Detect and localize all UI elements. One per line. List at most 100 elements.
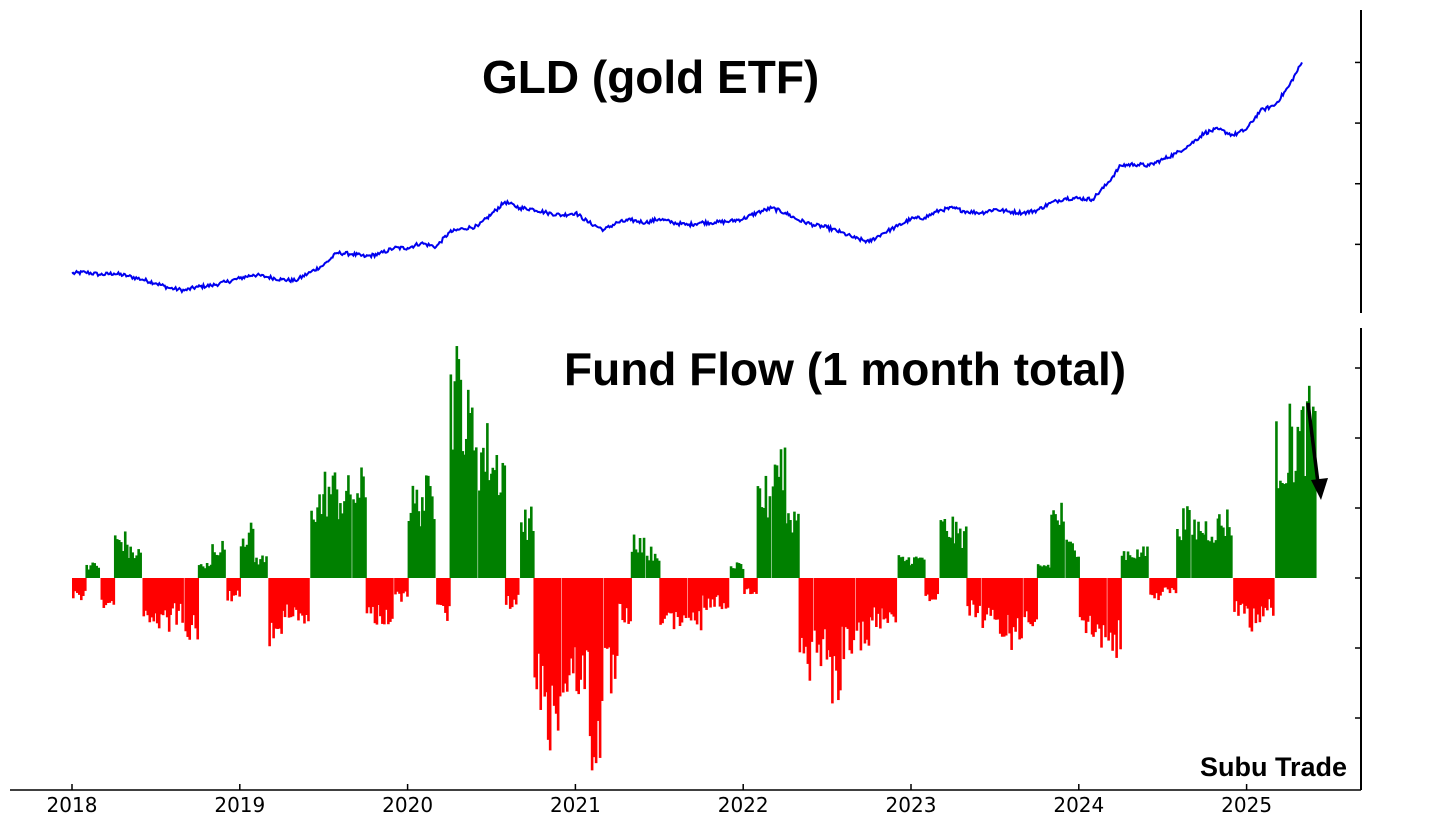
flow-bar-segment (800, 578, 804, 638)
flow-bar-segment (119, 542, 123, 578)
flow-bar-segment (436, 578, 439, 605)
flow-bar-segment (173, 578, 176, 604)
flow-bar-segment (278, 578, 281, 629)
flow-bar-segment (607, 578, 611, 648)
flow-bar (1288, 403, 1304, 578)
flow-bar-segment (207, 566, 211, 578)
flow-bar (337, 475, 352, 578)
flow-bar (714, 578, 730, 610)
flow-bar-segment (201, 566, 205, 578)
flow-bar-segment (918, 557, 922, 578)
flow-bar-segment (974, 578, 977, 618)
flow-bar (645, 546, 661, 578)
flow-bar-segment (1264, 578, 1267, 608)
flow-bar-segment (1157, 578, 1160, 601)
flow-bar-segment (911, 563, 914, 578)
flow-bar-segment (1164, 578, 1168, 588)
flow-bar (72, 578, 87, 601)
flow-bar-segment (869, 578, 872, 618)
flow-bar-segment (1048, 567, 1052, 578)
flow-bar-segment (625, 578, 628, 609)
flow-bar-segment (718, 578, 722, 607)
watermark: Subu Trade (1200, 752, 1348, 782)
flow-bar (743, 578, 758, 595)
flow-bar-segment (873, 578, 876, 608)
flow-bar (1191, 519, 1206, 578)
flow-bar-segment (1178, 536, 1181, 578)
flow-bar-segment (839, 578, 842, 691)
flow-bar-segment (365, 578, 369, 614)
flow-bar-segment (983, 578, 987, 621)
flow-bar-segment (457, 359, 461, 578)
flow-bar-segment (1151, 578, 1154, 596)
flow-bar-segment (579, 578, 582, 680)
flow-bar-segment (609, 578, 613, 694)
flow-bar-segment (958, 528, 962, 578)
flow-bar-segment (884, 578, 888, 619)
flow-bar-segment (695, 578, 699, 625)
flow-bar-segment (327, 486, 331, 578)
flow-bar-segment (640, 552, 644, 578)
flow-bar-segment (960, 547, 964, 578)
flow-bar-segment (768, 496, 772, 578)
flow-bar-segment (1113, 578, 1116, 635)
flow-bar-segment (1126, 551, 1130, 578)
flow-bar-segment (400, 578, 403, 602)
flow-bar-segment (1140, 552, 1143, 578)
flow-bar-segment (491, 467, 495, 578)
flow-bar-segment (1078, 578, 1082, 618)
flow-bar-segment (825, 578, 829, 660)
flow-bar-segment (1228, 527, 1231, 578)
flow-bar (1120, 551, 1136, 578)
flow-bar-segment (1122, 551, 1126, 578)
flow-bar-segment (808, 578, 812, 681)
flow-bar-segment (110, 578, 114, 602)
flow-bar-segment (785, 523, 788, 578)
flow-bar-segment (1214, 540, 1218, 578)
x-axis-ticks: 2018 2019 2020 2021 2022 2023 2024 2025 (47, 784, 1272, 817)
flow-bar (575, 578, 590, 695)
flow-bar-segment (550, 578, 554, 686)
flow-bar-segment (455, 346, 459, 578)
flow-bar-segment (1254, 578, 1258, 624)
flow-bar-segment (949, 537, 953, 578)
flow-bar-segment (669, 578, 672, 614)
flow-bar-segment (810, 578, 814, 642)
flow-bar-segment (506, 578, 510, 596)
flow-bar-segment (583, 578, 586, 690)
flow-bar-segment (1241, 578, 1244, 604)
flow-bar-segment (1206, 540, 1210, 578)
flow-bar-segment (1248, 578, 1252, 628)
flow-bar-segment (621, 578, 624, 621)
flow-bar-segment (411, 485, 415, 578)
flow-bar-segment (603, 578, 607, 648)
flow-bar (966, 578, 981, 618)
flow-bar-segment (1208, 541, 1212, 578)
flow-bar-segment (289, 578, 293, 618)
x-tick-label: 2019 (214, 793, 265, 817)
flow-bar-segment (205, 563, 209, 578)
flow-bar-segment (1080, 578, 1084, 621)
flow-bar-segment (1220, 525, 1223, 578)
flow-bar-segment (1155, 578, 1158, 594)
flow-bar-segment (956, 533, 960, 578)
flow-bar-segment (697, 578, 701, 612)
flow-bar-segment (575, 578, 578, 692)
flow-bar-segment (1084, 578, 1088, 634)
flow-bar-segment (920, 557, 924, 578)
flow-bar-segment (756, 486, 760, 578)
flow-bar (687, 578, 703, 631)
flow-bar-segment (798, 578, 802, 653)
flow-bar-segment (1246, 578, 1250, 609)
flow-bar-segment (613, 578, 617, 679)
flow-bar-segment (1313, 411, 1317, 578)
flow-bar-segment (1224, 535, 1227, 578)
flow-bar-segment (638, 538, 642, 578)
flow-bar-segment (259, 559, 262, 578)
flow-bar-segment (391, 578, 394, 619)
flow-bar-segment (1000, 578, 1004, 637)
flow-bar-segment (655, 558, 659, 578)
flow-bar (939, 516, 955, 578)
flow-bar-segment (520, 522, 523, 578)
flow-bar-segment (993, 578, 997, 620)
